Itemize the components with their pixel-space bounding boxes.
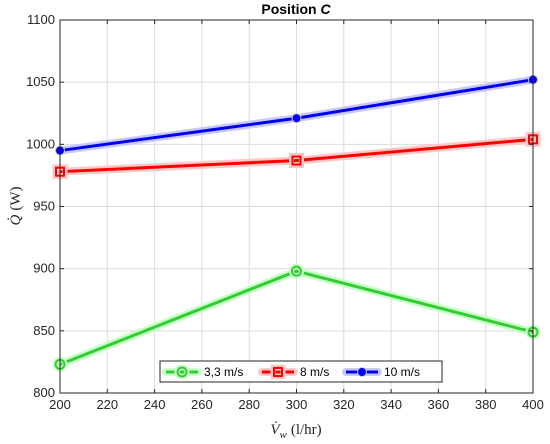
y-tick-label: 900 xyxy=(33,261,55,276)
legend: 3,3 m/s 8 m/s 10 m/s xyxy=(159,360,443,383)
x-tick-label: 280 xyxy=(238,397,260,412)
x-tick-label: 240 xyxy=(144,397,166,412)
legend-label: 10 m/s xyxy=(384,365,420,379)
legend-marker xyxy=(358,368,366,376)
x-tick-label: 380 xyxy=(475,397,497,412)
x-axis-label: V̇w (l/hr) xyxy=(270,422,321,441)
data-point xyxy=(291,155,302,166)
series-line xyxy=(59,137,534,174)
legend-entry: 8 m/s xyxy=(258,364,329,380)
legend-entry: 3,3 m/s xyxy=(162,364,243,380)
x-tick-label: 340 xyxy=(380,397,402,412)
data-point xyxy=(291,265,302,277)
legend-marker xyxy=(273,367,283,377)
x-tick-label: 260 xyxy=(191,397,213,412)
series-layer xyxy=(52,74,541,372)
y-tick-label: 1000 xyxy=(26,136,55,151)
legend-label: 3,3 m/s xyxy=(204,365,243,379)
y-tick-label: 1050 xyxy=(26,74,55,89)
data-point xyxy=(292,114,301,123)
y-tick-label: 950 xyxy=(33,199,55,214)
tick-labels: 200 220 240 260 280 300 320 340 360 380 400 800 850 9… xyxy=(26,12,544,412)
x-tick-label: 320 xyxy=(333,397,355,412)
legend-entry: 10 m/s xyxy=(342,365,420,379)
series-line xyxy=(59,269,534,366)
x-tick-label: 300 xyxy=(286,397,308,412)
series-1 xyxy=(52,131,541,180)
y-axis-label: Q̇(W) xyxy=(8,187,24,226)
chart-title: Position C xyxy=(261,1,331,17)
x-tick-label: 200 xyxy=(49,397,71,412)
x-tick-label: 360 xyxy=(428,397,450,412)
y-tick-label: 1100 xyxy=(27,12,55,27)
legend-marker xyxy=(176,366,188,378)
legend-box xyxy=(159,360,443,383)
y-tick-label: 800 xyxy=(33,385,55,400)
legend-label: 8 m/s xyxy=(300,365,329,379)
y-tick-label: 850 xyxy=(33,323,55,338)
x-tick-label: 220 xyxy=(96,397,118,412)
x-tick-label: 400 xyxy=(522,397,544,412)
